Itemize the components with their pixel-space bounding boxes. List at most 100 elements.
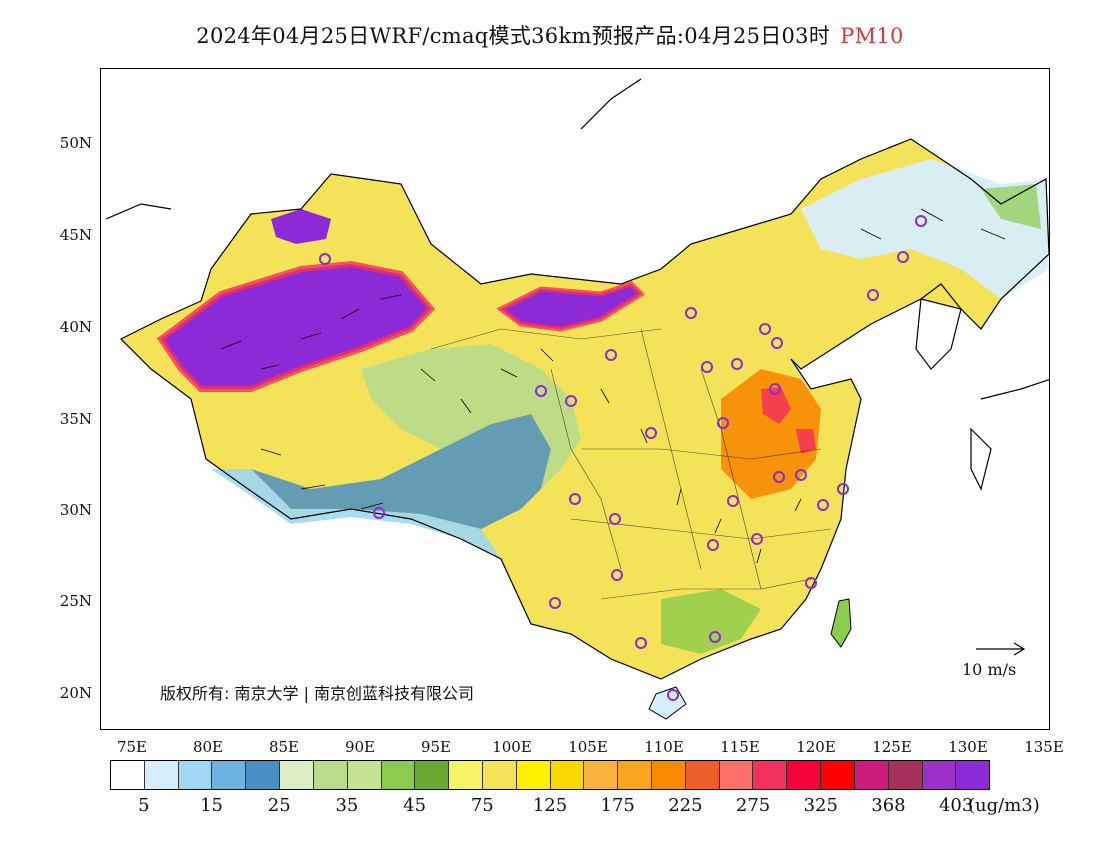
lat-label-40n: 40N: [59, 318, 92, 336]
legend-label: 403: [938, 795, 974, 816]
circle-marker-icon: [817, 499, 829, 511]
circle-marker-icon: [751, 533, 763, 545]
taklimakan-dust: [161, 264, 431, 389]
legend-swatch: [550, 761, 585, 789]
legend-swatch: [652, 761, 686, 789]
lon-label-115e: 115E: [720, 738, 760, 756]
legend-swatch: [685, 761, 720, 789]
pm10-field: [105, 78, 1049, 720]
gobi-rim: [496, 281, 645, 332]
circle-marker-icon: [731, 358, 743, 370]
legend-swatch: [178, 761, 213, 789]
lon-label-90e: 90E: [344, 738, 376, 756]
legend-swatch: [584, 761, 619, 789]
lon-label-80e: 80E: [192, 738, 224, 756]
legend-label: 45: [403, 795, 427, 816]
taiwan-island: [830, 598, 852, 648]
gobi-dust: [501, 284, 641, 329]
province-lines: [430, 328, 832, 600]
circle-marker-icon: [645, 427, 657, 439]
legend-label: 15: [200, 795, 223, 816]
legend-label: 225: [668, 795, 703, 816]
circle-marker-icon: [897, 251, 909, 263]
lat-label-50n: 50N: [59, 134, 92, 152]
legend-swatch: [516, 761, 551, 789]
tibet-mid-zone: [211, 469, 501, 559]
lon-label-120e: 120E: [796, 738, 836, 756]
lon-label-135e: 135E: [1024, 738, 1064, 756]
circle-marker-icon: [549, 597, 561, 609]
legend-swatch: [922, 761, 957, 789]
legend-swatch: [482, 761, 517, 789]
lon-label-110e: 110E: [644, 738, 684, 756]
legend-swatch: [280, 761, 314, 789]
circle-marker-icon: [569, 493, 581, 505]
arrow-right-icon: [976, 642, 1026, 656]
legend-swatch: [618, 761, 652, 789]
east-china-peak: [796, 429, 816, 454]
circle-marker-icon: [667, 689, 679, 701]
legend-swatch: [212, 761, 247, 789]
legend-swatch: [381, 761, 416, 789]
circle-marker-icon: [605, 349, 617, 361]
green-belt: [361, 344, 581, 489]
wind-vectors: [220, 208, 1006, 564]
circle-marker-icon: [867, 289, 879, 301]
legend-label: 5: [138, 795, 150, 816]
hainan-island: [648, 686, 687, 720]
circle-marker-icon: [565, 395, 577, 407]
legend-swatch: [956, 761, 990, 789]
junggar-dust: [271, 209, 331, 244]
circle-marker-icon: [707, 539, 719, 551]
lat-label-25n: 25N: [59, 592, 92, 610]
lat-label-30n: 30N: [59, 501, 92, 519]
legend-unit: (ug/m3): [968, 795, 1040, 816]
lat-label-20n: 20N: [59, 684, 92, 702]
pollutant-name: PM10: [840, 24, 904, 48]
circle-marker-icon: [373, 507, 385, 519]
map-title: 2024年04月25日WRF/cmaq模式36km预报产品:04月25日03时 P…: [0, 20, 1100, 50]
taklimakan-rim: [156, 260, 436, 392]
legend-label: 175: [600, 795, 635, 816]
north-china-high: [721, 369, 821, 499]
legend-swatch: [449, 761, 483, 789]
legend-swatch: [787, 761, 822, 789]
circle-marker-icon: [611, 569, 623, 581]
legend-label: 25: [267, 795, 291, 816]
lon-label-85e: 85E: [268, 738, 300, 756]
legend-swatch: [719, 761, 754, 789]
circle-marker-icon: [727, 495, 739, 507]
color-legend-bar: [110, 760, 990, 790]
legend-label: 35: [335, 795, 359, 816]
wind-scale-label: 10 m/s: [962, 660, 1017, 679]
circle-marker-icon: [609, 513, 621, 525]
circle-marker-icon: [795, 469, 807, 481]
legend-label: 75: [470, 795, 494, 816]
legend-swatch: [313, 761, 348, 789]
legend-label: 325: [803, 795, 838, 816]
legend-swatch: [854, 761, 889, 789]
legend-swatch: [888, 761, 923, 789]
station-markers: [319, 215, 927, 701]
legend-swatch: [246, 761, 281, 789]
circle-marker-icon: [535, 385, 547, 397]
legend-label: 275: [735, 795, 771, 816]
copyright-text: 版权所有: 南京大学 | 南京创蓝科技有限公司: [160, 684, 475, 703]
lon-label-100e: 100E: [492, 738, 532, 756]
circle-marker-icon: [635, 637, 647, 649]
china-border: [119, 138, 1049, 680]
lat-label-35n: 35N: [59, 410, 92, 428]
legend-swatch: [347, 761, 382, 789]
circle-marker-icon: [837, 483, 849, 495]
lon-label-75e: 75E: [116, 738, 148, 756]
legend-label: 368: [871, 795, 906, 816]
korea-outline: [915, 283, 962, 370]
legend-swatch: [415, 761, 450, 789]
northeast-green: [981, 184, 1041, 229]
legend-swatch: [144, 761, 179, 789]
forecast-map[interactable]: [100, 68, 1050, 730]
circle-marker-icon: [805, 577, 817, 589]
legend-swatch: [821, 761, 855, 789]
lon-label-95e: 95E: [420, 738, 452, 756]
lon-label-130e: 130E: [948, 738, 988, 756]
